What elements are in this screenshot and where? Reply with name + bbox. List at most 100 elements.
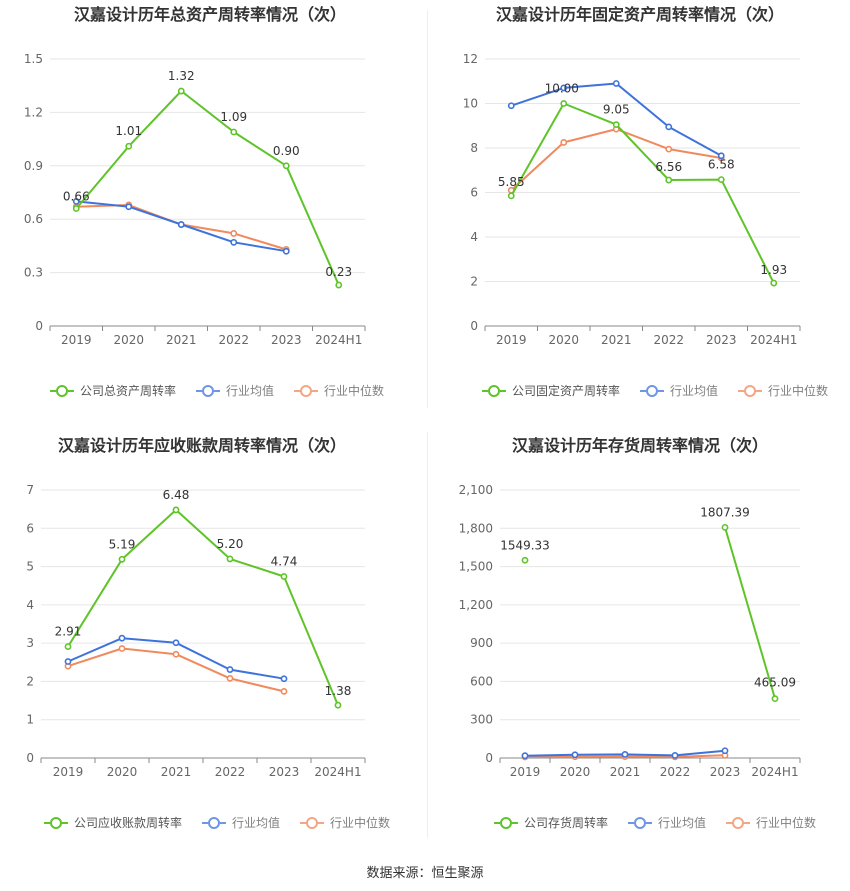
data-point-industry-avg bbox=[72, 197, 80, 205]
legend-label: 行业中位数 bbox=[756, 815, 816, 830]
data-label: 2.91 bbox=[55, 625, 82, 639]
data-point-industry-avg bbox=[612, 80, 620, 87]
chart-title: 汉嘉设计历年固定资产周转率情况（次） bbox=[496, 5, 784, 24]
data-point-industry-avg bbox=[621, 751, 629, 758]
data-label: 1.32 bbox=[168, 69, 195, 83]
y-tick-label: 4 bbox=[26, 598, 34, 612]
chart-panel-1: 汉嘉设计历年总资产周转率情况（次） 0 0.3 0.6 0.9 1.2 1.5 2019 202… bbox=[24, 5, 384, 398]
data-label: 1807.39 bbox=[700, 505, 750, 519]
y-tick-label: 6 bbox=[470, 186, 478, 200]
legend-swatch-marker bbox=[500, 817, 512, 829]
data-point-company bbox=[770, 279, 778, 287]
x-tick-label: 2024H1 bbox=[315, 333, 362, 347]
y-tick-label: 0.6 bbox=[24, 212, 43, 226]
data-point-company bbox=[230, 128, 238, 136]
legend-swatch-marker bbox=[300, 385, 312, 397]
data-point-company bbox=[125, 142, 133, 150]
legend-label: 行业均值 bbox=[232, 815, 280, 830]
x-tick-label: 2020 bbox=[560, 765, 591, 779]
legend: 公司应收账款周转率 行业均值 行业中位数 bbox=[44, 815, 390, 830]
data-point-industry-avg bbox=[118, 634, 126, 642]
legend-item-industry-avg: 行业均值 bbox=[640, 383, 718, 398]
y-tick-label: 1.5 bbox=[24, 52, 43, 66]
y-tick-label: 0 bbox=[470, 319, 478, 333]
x-tick-label: 2023 bbox=[271, 333, 302, 347]
chart-panel-2: 汉嘉设计历年固定资产周转率情况（次） 0 2 4 6 8 10 12 2019 2020 2021 2… bbox=[463, 5, 828, 398]
data-label: 6.58 bbox=[708, 158, 735, 172]
y-tick-label: 1 bbox=[26, 713, 34, 727]
legend-label: 公司存货周转率 bbox=[524, 815, 608, 830]
data-label: 5.19 bbox=[109, 537, 136, 551]
y-tick-label: 0.9 bbox=[24, 159, 43, 173]
y-tick-label: 3 bbox=[26, 636, 34, 650]
data-point-company bbox=[280, 573, 288, 580]
legend-swatch-marker bbox=[744, 385, 756, 397]
vertical-divider-bottom bbox=[427, 432, 428, 838]
legend-label: 行业中位数 bbox=[324, 383, 384, 398]
data-point-industry-avg bbox=[671, 752, 679, 759]
legend-label: 行业中位数 bbox=[768, 383, 828, 398]
legend-swatch-marker bbox=[646, 385, 658, 397]
x-tick-label: 2023 bbox=[706, 333, 737, 347]
data-label: 1.01 bbox=[115, 124, 142, 138]
x-tick-label: 2022 bbox=[215, 765, 246, 779]
legend-item-company: 公司固定资产周转率 bbox=[482, 383, 620, 398]
y-tick-label: 0 bbox=[485, 751, 493, 765]
data-point-company bbox=[507, 192, 515, 200]
legend-swatch-marker bbox=[202, 385, 214, 397]
legend-swatch-marker bbox=[208, 817, 220, 829]
data-point-company bbox=[612, 121, 620, 129]
x-tick-label: 2024H1 bbox=[750, 333, 797, 347]
legend-swatch-marker bbox=[306, 817, 318, 829]
legend-item-industry-median: 行业中位数 bbox=[294, 383, 384, 398]
y-tick-label: 2 bbox=[26, 674, 34, 688]
x-tick-label: 2023 bbox=[710, 765, 741, 779]
chart-panel-4: 汉嘉设计历年存货周转率情况（次） 0 300 600 900 1,200 1,500 1,80… bbox=[459, 436, 816, 830]
data-point-industry-avg bbox=[64, 658, 72, 665]
legend: 公司固定资产周转率 行业均值 行业中位数 bbox=[482, 383, 828, 398]
legend-label: 行业均值 bbox=[670, 383, 718, 398]
data-point-company bbox=[665, 176, 673, 184]
x-tick-label: 2021 bbox=[166, 333, 197, 347]
series-line-company bbox=[724, 527, 776, 699]
data-point-industry-median bbox=[560, 139, 568, 146]
legend-label: 行业均值 bbox=[226, 383, 274, 398]
x-tick-label: 2024H1 bbox=[314, 765, 361, 779]
data-point-industry-avg bbox=[226, 666, 234, 673]
y-tick-label: 7 bbox=[26, 483, 34, 497]
data-point-industry-avg bbox=[521, 752, 529, 760]
data-point-industry-avg bbox=[571, 751, 579, 759]
x-tick-label: 2020 bbox=[107, 765, 138, 779]
legend-item-industry-median: 行业中位数 bbox=[738, 383, 828, 398]
data-label: 4.74 bbox=[271, 555, 298, 569]
y-tick-label: 900 bbox=[470, 636, 493, 650]
legend-swatch-marker bbox=[634, 817, 646, 829]
series-line-company bbox=[67, 508, 339, 706]
y-tick-label: 2 bbox=[470, 275, 478, 289]
data-label: 9.05 bbox=[603, 103, 630, 117]
x-tick-label: 2022 bbox=[218, 333, 249, 347]
data-label: 5.85 bbox=[498, 175, 525, 189]
data-point-industry-avg bbox=[172, 639, 180, 647]
chart-title: 汉嘉设计历年存货周转率情况（次） bbox=[512, 436, 768, 455]
data-label: 6.56 bbox=[655, 160, 682, 174]
data-source-label: 数据来源：恒生聚源 bbox=[366, 866, 484, 881]
legend-item-industry-avg: 行业均值 bbox=[628, 815, 706, 830]
data-point-industry-avg bbox=[665, 123, 673, 131]
x-tick-label: 2021 bbox=[161, 765, 192, 779]
data-label: 6.48 bbox=[163, 488, 190, 502]
legend-item-company: 公司总资产周转率 bbox=[50, 383, 176, 398]
y-tick-label: 1,200 bbox=[459, 598, 493, 612]
data-label: 1.09 bbox=[220, 110, 247, 124]
data-point-industry-avg bbox=[125, 203, 133, 211]
legend-item-industry-median: 行业中位数 bbox=[300, 815, 390, 830]
chart-panel-3: 汉嘉设计历年应收账款周转率情况（次） 0 1 2 3 4 5 6 7 2019 2020 2021 20… bbox=[26, 436, 390, 830]
data-point-industry-median bbox=[230, 230, 238, 237]
series-line-company bbox=[75, 90, 340, 286]
legend: 公司存货周转率 行业均值 行业中位数 bbox=[494, 815, 816, 830]
series-line-company bbox=[510, 102, 775, 284]
y-tick-label: 300 bbox=[470, 713, 493, 727]
legend-swatch-marker bbox=[488, 385, 500, 397]
legend-label: 公司固定资产周转率 bbox=[512, 383, 620, 398]
